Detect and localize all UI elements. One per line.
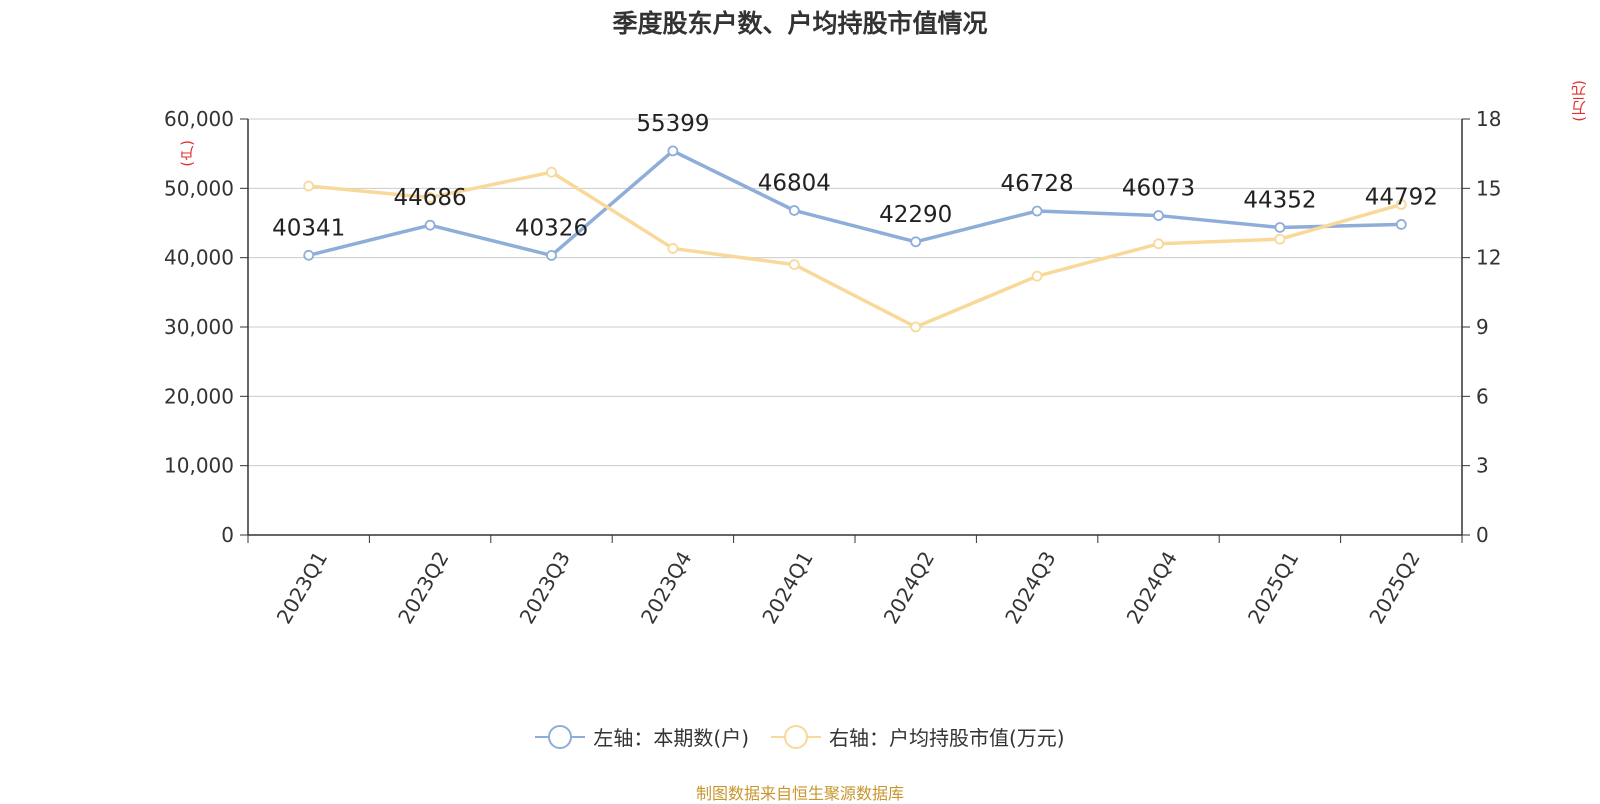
left-axis-tick-label: 30,000 (164, 315, 234, 339)
right-axis-tick-label: 0 (1476, 523, 1489, 547)
chart-title: 季度股东户数、户均持股市值情况 (612, 9, 988, 38)
right-axis-tick-label: 18 (1476, 107, 1501, 131)
series-point-1 (910, 321, 922, 333)
left-axis-tick-label: 20,000 (164, 384, 234, 408)
series-point-0 (1153, 210, 1164, 221)
data-label: 44352 (1243, 187, 1316, 213)
data-label: 46728 (1001, 171, 1074, 197)
x-axis-tick-label: 2024Q1 (757, 547, 817, 628)
series-point-0 (1031, 205, 1043, 217)
series-point-1 (667, 243, 679, 254)
data-label: 46073 (1122, 176, 1195, 202)
x-axis-tick-label: 2024Q2 (879, 547, 939, 628)
data-label: 44792 (1365, 184, 1438, 210)
series-point-1 (1031, 270, 1043, 282)
legend: 左轴：本期数(户) 右轴：户均持股市值(万元) (0, 722, 1600, 751)
legend-swatch-left (535, 724, 586, 750)
legend-swatch-right (771, 724, 821, 750)
series-point-0 (1274, 222, 1286, 233)
series-point-0 (667, 145, 679, 157)
source-note: 制图数据来自恒生聚源数据库 (695, 784, 904, 803)
legend-label-left: 左轴：本期数(户) (593, 726, 749, 750)
x-axis-tick-label: 2024Q3 (1000, 547, 1060, 628)
x-axis-tick-label: 2024Q4 (1122, 547, 1182, 628)
left-axis-tick-label: 60,000 (164, 107, 234, 131)
series-point-1 (1153, 238, 1164, 250)
data-label: 42290 (879, 202, 952, 228)
right-axis-tick-label: 3 (1476, 454, 1489, 478)
right-axis-tick-label: 15 (1476, 176, 1501, 200)
series-point-1 (303, 180, 315, 192)
left-axis-tick-label: 10,000 (164, 454, 234, 478)
x-axis-tick-label: 2023Q1 (272, 547, 332, 628)
series-point-1 (1395, 199, 1407, 210)
data-label: 46804 (758, 170, 831, 196)
legend-item-right-series[interactable]: 右轴：户均持股市值(万元) (771, 722, 1065, 751)
series-point-1 (1274, 233, 1286, 245)
x-axis-tick-label: 2025Q2 (1364, 547, 1424, 628)
series-point-1 (546, 166, 557, 178)
right-axis-tick-label: 6 (1476, 384, 1489, 408)
series-point-0 (546, 250, 557, 261)
left-axis-tick-label: 0 (221, 523, 234, 547)
line-chart: 0 10,000 20,000 30,000 40,000 50,000 60,000 0 3 6… (164, 107, 1501, 628)
data-label: 40341 (272, 215, 345, 241)
series-line-1 (308, 170, 1402, 329)
series-point-1 (424, 192, 436, 203)
right-axis-tick-label: 9 (1476, 315, 1489, 339)
left-axis-tick-label: 50,000 (164, 176, 234, 200)
series-point-0 (788, 205, 800, 216)
series-point-0 (1395, 219, 1407, 230)
series-point-0 (910, 236, 922, 248)
x-axis-tick-label: 2023Q3 (515, 547, 575, 628)
legend-item-left-series[interactable]: 左轴：本期数(户) (535, 722, 749, 751)
x-axis-tick-label: 2023Q2 (393, 547, 453, 628)
series-line-0 (308, 149, 1402, 258)
series-point-1 (788, 259, 800, 271)
series-point-0 (424, 219, 436, 231)
legend-label-right: 右轴：户均持股市值(万元) (829, 726, 1065, 750)
data-label: 44686 (394, 185, 467, 211)
series-point-0 (303, 249, 315, 261)
x-axis-tick-label: 2023Q4 (636, 547, 696, 628)
left-axis-tick-label: 40,000 (164, 246, 234, 270)
x-axis-tick-label: 2025Q1 (1243, 547, 1303, 628)
data-label: 55399 (636, 111, 709, 137)
data-label: 40326 (515, 215, 588, 241)
right-axis-tick-label: 12 (1476, 246, 1501, 270)
